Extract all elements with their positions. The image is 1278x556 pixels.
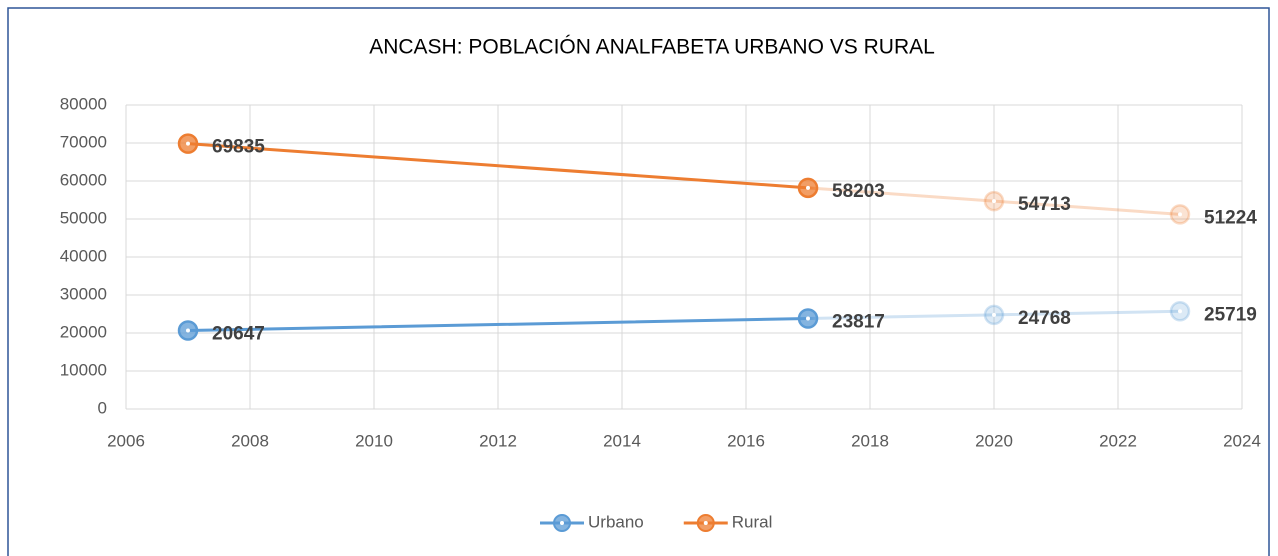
data-point-dot <box>992 312 996 317</box>
legend-marker-dot <box>703 521 708 525</box>
data-label: 69835 <box>212 137 265 158</box>
y-tick-label: 70000 <box>60 132 107 151</box>
legend-marker-dot <box>560 521 564 525</box>
data-point-dot <box>1178 309 1182 314</box>
data-label: 24768 <box>1018 308 1071 329</box>
x-tick-label: 2016 <box>727 431 765 450</box>
data-point-dot <box>1178 212 1182 217</box>
data-point-dot <box>806 316 810 321</box>
chart-title: ANCASH: POBLACIÓN ANALFABETA URBANO VS R… <box>369 36 935 59</box>
x-tick-label: 2018 <box>851 431 889 450</box>
y-tick-label: 20000 <box>60 322 107 341</box>
data-label: 20647 <box>212 324 265 345</box>
x-tick-label: 2010 <box>355 431 393 450</box>
series-line <box>187 309 1181 333</box>
data-point-dot <box>186 141 190 146</box>
y-tick-label: 80000 <box>60 94 107 113</box>
x-tick-label: 2014 <box>603 431 641 450</box>
y-tick-label: 0 <box>98 398 107 417</box>
x-tick-label: 2012 <box>479 431 517 450</box>
y-tick-label: 30000 <box>60 284 107 303</box>
chart-frame <box>7 7 1270 556</box>
y-tick-label: 50000 <box>60 208 107 227</box>
data-point-dot <box>186 328 190 333</box>
data-label: 51224 <box>1204 207 1257 228</box>
x-tick-label: 2008 <box>231 431 269 450</box>
legend-label: Urbano <box>588 512 644 531</box>
legend-label: Rural <box>732 512 773 531</box>
data-label: 58203 <box>832 181 885 202</box>
data-label: 54713 <box>1018 194 1071 215</box>
y-tick-label: 10000 <box>60 360 107 379</box>
x-tick-label: 2024 <box>1223 431 1261 450</box>
y-tick-label: 40000 <box>60 246 107 265</box>
y-tick-label: 60000 <box>60 170 107 189</box>
data-point-dot <box>806 185 810 190</box>
data-label: 23817 <box>832 312 885 333</box>
x-tick-label: 2022 <box>1099 431 1137 450</box>
x-tick-label: 2020 <box>975 431 1013 450</box>
data-point-dot <box>992 199 996 204</box>
x-tick-label: 2006 <box>107 431 145 450</box>
data-label: 25719 <box>1204 304 1257 325</box>
series-line <box>187 142 1181 216</box>
